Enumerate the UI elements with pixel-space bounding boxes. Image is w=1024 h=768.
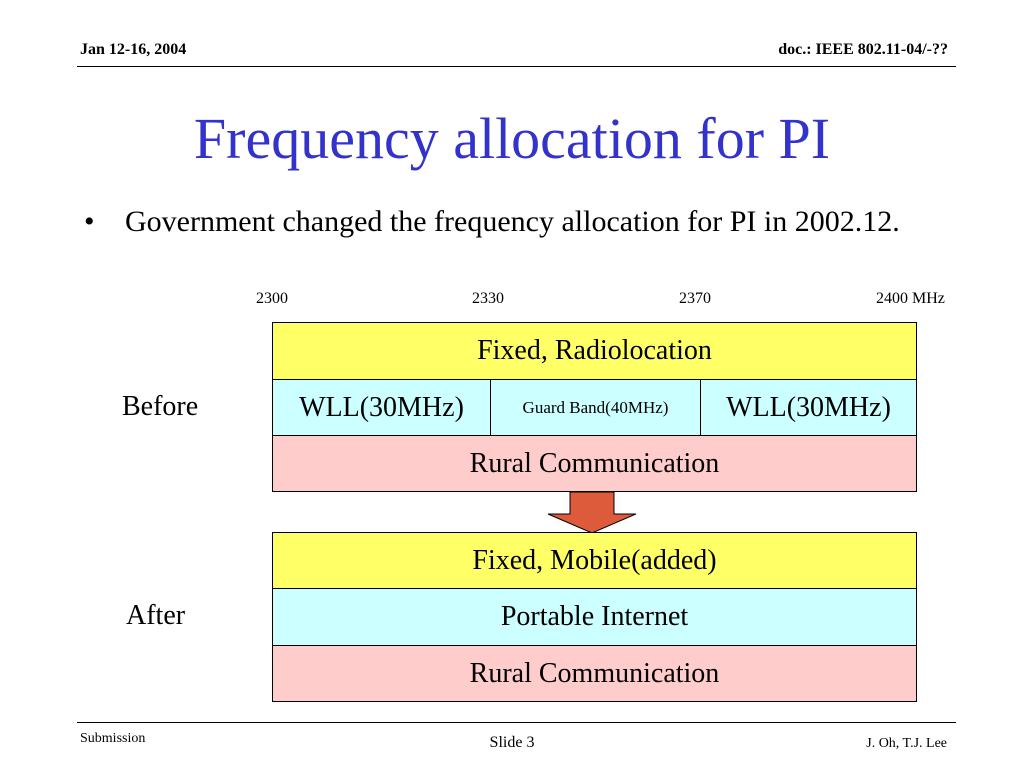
before-label: Before [122,391,199,422]
bullet-text: Government changed the frequency allocat… [125,205,900,238]
band-fixed-radiolocation: Fixed, Radiolocation [272,322,917,380]
header-rule [77,66,956,67]
bullet-marker: • [84,205,95,238]
tick-label: 2300 [256,290,288,307]
footer-slide-number: Slide 3 [489,734,535,751]
band-rural-after: Rural Communication [272,645,917,702]
header-date: Jan 12-16, 2004 [80,41,187,58]
footer-submission: Submission [80,731,146,746]
tick-label: 2330 [472,290,504,307]
after-label: After [126,600,186,631]
header-doc-id: doc.: IEEE 802.11-04/-?? [778,41,948,58]
tick-label: 2400 MHz [876,290,945,307]
band-wll-right: WLL(30MHz) [700,379,917,436]
band-rural-before: Rural Communication [272,435,917,492]
band-guard: Guard Band(40MHz) [490,379,701,436]
tick-label: 2370 [679,290,711,307]
band-portable-internet: Portable Internet [272,588,917,646]
footer-authors: J. Oh, T.J. Lee [866,736,947,751]
down-arrow-icon [547,492,637,534]
band-fixed-mobile: Fixed, Mobile(added) [272,532,917,589]
footer-rule [77,722,956,723]
band-wll-left: WLL(30MHz) [272,379,491,436]
slide-title: Frequency allocation for PI [193,106,831,171]
